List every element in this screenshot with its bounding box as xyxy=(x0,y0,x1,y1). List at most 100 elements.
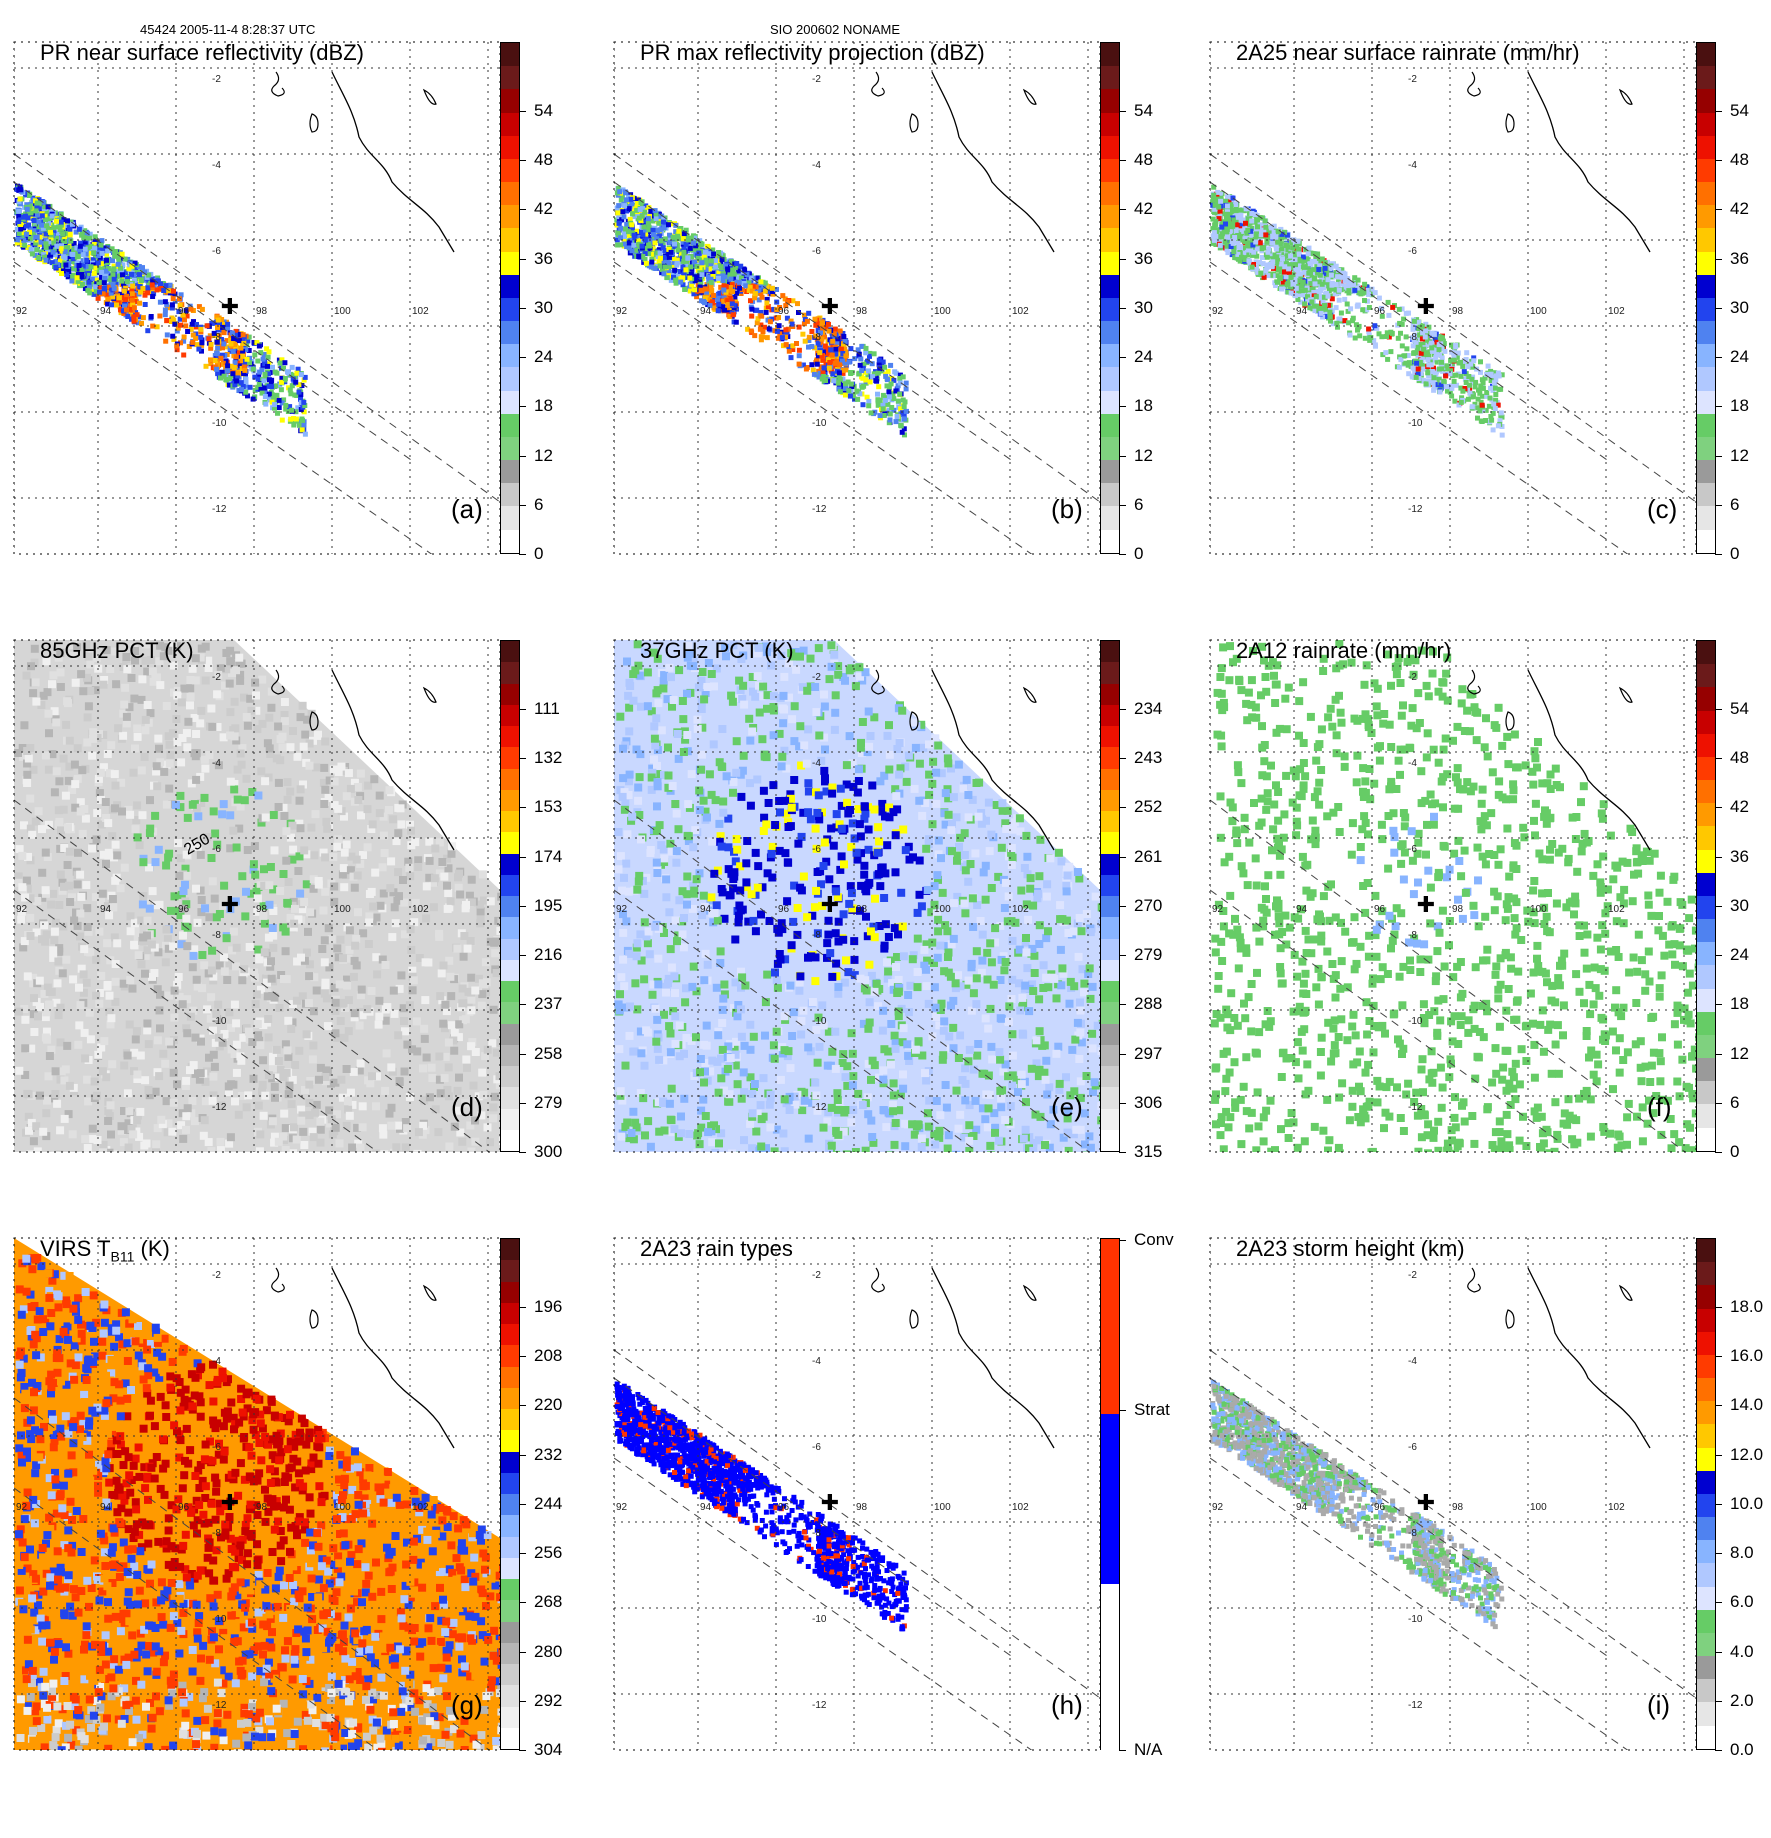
lon-label: 100 xyxy=(1530,904,1547,915)
colorbar-tick-label: 36 xyxy=(534,249,553,269)
colorbar-tick-label: 270 xyxy=(1134,896,1162,916)
colorbar-tick-mark xyxy=(519,160,526,161)
colorbar-tick-label: Conv xyxy=(1134,1230,1174,1250)
lon-label: 102 xyxy=(1608,306,1625,317)
lon-label: 98 xyxy=(1452,306,1464,317)
lat-label: -8 xyxy=(212,930,221,941)
colorbar-tick-mark xyxy=(1715,554,1722,555)
colorbar-tick-label: 297 xyxy=(1134,1044,1162,1064)
lat-label: -4 xyxy=(212,160,221,171)
lon-label: 98 xyxy=(256,306,268,317)
lon-label: 96 xyxy=(178,904,190,915)
colorbar-tick-label: 195 xyxy=(534,896,562,916)
colorbar-tick-label: 196 xyxy=(534,1297,562,1317)
colorbar-tick-label: 0.0 xyxy=(1730,1740,1754,1760)
lon-label: 92 xyxy=(16,904,28,915)
lat-label: -8 xyxy=(1408,332,1417,343)
colorbar-tick-mark xyxy=(1715,906,1722,907)
lat-label: -12 xyxy=(212,1700,227,1711)
colorbar-tick-mark xyxy=(519,906,526,907)
lat-label: -10 xyxy=(212,418,227,429)
lat-label: -6 xyxy=(212,1442,221,1453)
colorbar-tick-mark xyxy=(1119,709,1126,710)
lon-label: 100 xyxy=(934,306,951,317)
colorbar-tick-mark xyxy=(1119,308,1126,309)
colorbar-tick-mark xyxy=(1119,259,1126,260)
colorbar-tick-mark xyxy=(519,406,526,407)
lon-label: 96 xyxy=(1374,1502,1386,1513)
lon-label: 96 xyxy=(1374,904,1386,915)
colorbar-tick-mark xyxy=(519,1004,526,1005)
colorbar-tick-mark xyxy=(1119,1750,1126,1751)
lat-label: -10 xyxy=(1408,1614,1423,1625)
colorbar-tick-mark xyxy=(519,1356,526,1357)
lat-lon-grid xyxy=(1210,42,1696,554)
lat-label: -2 xyxy=(812,672,821,683)
colorbar-tick-mark xyxy=(1715,1405,1722,1406)
lon-label: 94 xyxy=(100,904,112,915)
colorbar-tick-mark xyxy=(1715,1004,1722,1005)
colorbar-tick-mark xyxy=(519,1455,526,1456)
lat-label: -12 xyxy=(212,504,227,515)
colorbar-tick-mark xyxy=(519,1602,526,1603)
colorbar-tick-label: 48 xyxy=(1134,150,1153,170)
colorbar-tick-mark xyxy=(1715,357,1722,358)
lat-label: -8 xyxy=(812,930,821,941)
colorbar-tick-mark xyxy=(1119,456,1126,457)
storm-center-icon: ✚ xyxy=(1417,294,1435,319)
colorbar-tick-mark xyxy=(519,456,526,457)
lon-label: 94 xyxy=(1296,1502,1308,1513)
lon-label: 92 xyxy=(616,1502,628,1513)
lat-label: -10 xyxy=(812,418,827,429)
colorbar-tick-label: 30 xyxy=(1134,298,1153,318)
colorbar-tick-mark xyxy=(519,1103,526,1104)
colorbar-tick-mark xyxy=(1715,807,1722,808)
lat-label: -2 xyxy=(212,1270,221,1281)
colorbar-tick-label: 10.0 xyxy=(1730,1494,1763,1514)
lat-label: -2 xyxy=(1408,1270,1417,1281)
colorbar-tick-label: 18.0 xyxy=(1730,1297,1763,1317)
colorbar-tick-label: 48 xyxy=(1730,748,1749,768)
colorbar-tick-mark xyxy=(519,709,526,710)
colorbar-tick-mark xyxy=(519,955,526,956)
lat-label: -8 xyxy=(212,1528,221,1539)
colorbar-tick-label: 42 xyxy=(1730,199,1749,219)
colorbar-tick-label: 36 xyxy=(1730,847,1749,867)
lon-label: 92 xyxy=(616,904,628,915)
lat-label: -10 xyxy=(212,1614,227,1625)
lat-label: -2 xyxy=(1408,672,1417,683)
colorbar xyxy=(500,640,520,1152)
colorbar-tick-mark xyxy=(1715,1054,1722,1055)
colorbar-tick-label: 153 xyxy=(534,797,562,817)
colorbar-tick-mark xyxy=(519,1750,526,1751)
lon-label: 100 xyxy=(334,904,351,915)
colorbar-tick-label: 174 xyxy=(534,847,562,867)
colorbar-tick-mark xyxy=(1715,111,1722,112)
lon-label: 94 xyxy=(700,306,712,317)
colorbar-tick-mark xyxy=(1119,1054,1126,1055)
lat-label: -4 xyxy=(212,758,221,769)
colorbar-tick-mark xyxy=(1715,505,1722,506)
colorbar-tick-mark xyxy=(519,1553,526,1554)
lat-label: -2 xyxy=(1408,74,1417,85)
colorbar-tick-mark xyxy=(1715,1652,1722,1653)
colorbar-tick-mark xyxy=(1715,308,1722,309)
colorbar-tick-mark xyxy=(1119,857,1126,858)
colorbar-tick-label: 18 xyxy=(1730,396,1749,416)
colorbar-tick-label: 234 xyxy=(1134,699,1162,719)
colorbar-tick-label: 237 xyxy=(534,994,562,1014)
colorbar-tick-label: 54 xyxy=(1730,699,1749,719)
colorbar xyxy=(1100,640,1120,1152)
colorbar-tick-mark xyxy=(1715,160,1722,161)
lat-label: -12 xyxy=(812,504,827,515)
lon-label: 94 xyxy=(100,306,112,317)
lat-label: -10 xyxy=(1408,418,1423,429)
colorbar xyxy=(1696,1238,1716,1750)
